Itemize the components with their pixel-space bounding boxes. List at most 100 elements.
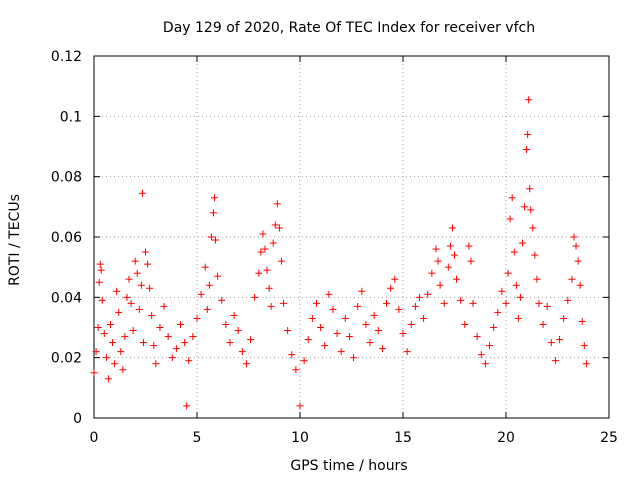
data-point <box>374 327 382 335</box>
data-point <box>95 278 103 286</box>
data-point <box>325 290 333 298</box>
data-point <box>168 354 176 362</box>
data-point <box>337 348 345 356</box>
data-point <box>526 185 534 193</box>
data-point <box>94 324 102 331</box>
data-point <box>115 308 123 316</box>
data-point <box>512 281 520 289</box>
data-point <box>177 320 185 328</box>
data-point <box>312 299 320 307</box>
data-point <box>407 320 415 328</box>
data-point <box>333 330 341 338</box>
data-point <box>354 302 362 310</box>
data-point <box>453 275 461 283</box>
data-point <box>518 239 526 247</box>
data-point <box>271 221 279 229</box>
data-point <box>125 275 133 283</box>
data-point <box>395 305 403 313</box>
data-point <box>247 336 255 344</box>
data-point <box>277 257 285 265</box>
data-point <box>362 320 370 328</box>
data-point <box>387 284 395 292</box>
data-point <box>403 348 411 356</box>
data-point <box>556 336 564 344</box>
data-point <box>560 314 568 322</box>
data-point <box>164 333 172 341</box>
data-point <box>131 257 139 265</box>
data-point <box>146 284 154 292</box>
data-point <box>543 302 551 310</box>
data-point <box>574 257 582 265</box>
data-point <box>350 354 358 362</box>
y-tick-label: 0.08 <box>51 170 82 186</box>
data-point <box>432 245 440 253</box>
data-point <box>193 314 201 322</box>
data-point <box>539 320 547 328</box>
chart-labels: Day 129 of 2020, Rate Of TEC Index for r… <box>7 20 535 474</box>
data-point <box>203 305 211 313</box>
data-point <box>399 330 407 338</box>
data-point <box>257 248 265 256</box>
data-point <box>261 245 269 253</box>
data-point <box>117 348 125 356</box>
x-tick-label: 15 <box>394 430 412 446</box>
data-point <box>255 269 263 277</box>
data-point <box>127 299 135 307</box>
data-point <box>506 215 514 223</box>
data-point <box>211 194 219 202</box>
data-point <box>490 324 498 331</box>
data-point <box>457 296 465 304</box>
data-point <box>181 339 189 347</box>
data-point <box>121 333 129 341</box>
data-point <box>201 263 209 271</box>
data-point <box>516 293 524 301</box>
data-point <box>345 333 353 341</box>
x-tick-label: 5 <box>193 430 202 446</box>
data-point <box>525 96 533 104</box>
data-point <box>529 224 537 232</box>
data-point <box>275 224 283 232</box>
data-point <box>226 339 234 347</box>
data-point <box>123 293 131 301</box>
data-point <box>366 339 374 347</box>
data-point <box>218 296 226 304</box>
data-point <box>481 360 489 368</box>
x-axis-label: GPS time / hours <box>290 458 407 474</box>
data-point <box>329 305 337 313</box>
data-point <box>504 269 512 277</box>
data-point <box>267 302 275 310</box>
data-point <box>296 402 304 410</box>
data-point <box>135 305 143 313</box>
data-point <box>533 275 541 283</box>
data-point <box>436 281 444 289</box>
data-point <box>304 336 312 344</box>
data-point <box>576 281 584 289</box>
data-point <box>148 311 156 319</box>
data-points <box>90 96 590 410</box>
data-point <box>100 330 108 338</box>
data-point <box>578 317 586 325</box>
data-point <box>523 146 531 154</box>
data-point <box>411 302 419 310</box>
data-point <box>451 251 458 259</box>
data-point <box>448 224 456 232</box>
x-tick-label: 10 <box>291 430 309 446</box>
data-point <box>284 327 292 335</box>
data-point <box>185 357 193 365</box>
data-point <box>358 287 366 295</box>
y-tick-label: 0.12 <box>51 49 82 65</box>
data-point <box>209 209 217 217</box>
data-point <box>98 296 106 304</box>
data-point <box>547 339 555 347</box>
data-point <box>321 342 329 350</box>
data-point <box>111 360 119 368</box>
data-point <box>238 348 246 356</box>
data-point <box>370 311 378 319</box>
y-tick-label: 0.06 <box>51 230 82 246</box>
data-point <box>477 351 485 359</box>
data-point <box>580 342 588 350</box>
data-point <box>197 290 205 298</box>
data-point <box>494 308 502 316</box>
